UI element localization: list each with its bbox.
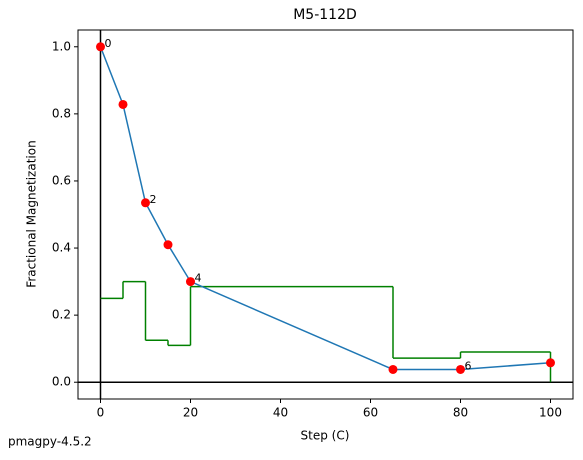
footer: pmagpy-4.5.2	[8, 435, 92, 449]
point	[96, 42, 105, 52]
x-tick-label: 40	[273, 406, 288, 420]
point	[118, 99, 128, 109]
point	[186, 277, 195, 287]
y-axis-label: Fractional Magnetization	[25, 140, 39, 287]
chart-title: M5-112D	[293, 7, 357, 23]
plot-frame	[77, 29, 574, 400]
x-axis-label: Step (C)	[301, 429, 350, 443]
point	[388, 364, 398, 374]
y-tick-label: 0.8	[52, 106, 71, 120]
x-tick-label: 60	[363, 406, 378, 420]
y-tick-label: 0.4	[52, 241, 71, 255]
x-tick-label: 80	[453, 406, 468, 420]
point	[546, 358, 555, 368]
point-label: 0	[105, 37, 112, 50]
line	[99, 46, 551, 371]
point-label: 2	[150, 193, 157, 206]
point	[163, 240, 173, 250]
point	[456, 364, 465, 374]
point	[141, 198, 150, 208]
point-label: 6	[465, 359, 472, 372]
y-tick-label: 0.2	[52, 308, 71, 322]
y-tick-label: 1.0	[52, 39, 71, 53]
x-tick-label: 0	[97, 406, 105, 420]
y-tick-label: 0.6	[52, 173, 71, 187]
x-tick-label: 100	[539, 406, 562, 420]
x-tick-label: 20	[183, 406, 198, 420]
point-label: 4	[195, 272, 202, 285]
y-tick-label: 0.0	[52, 375, 71, 389]
